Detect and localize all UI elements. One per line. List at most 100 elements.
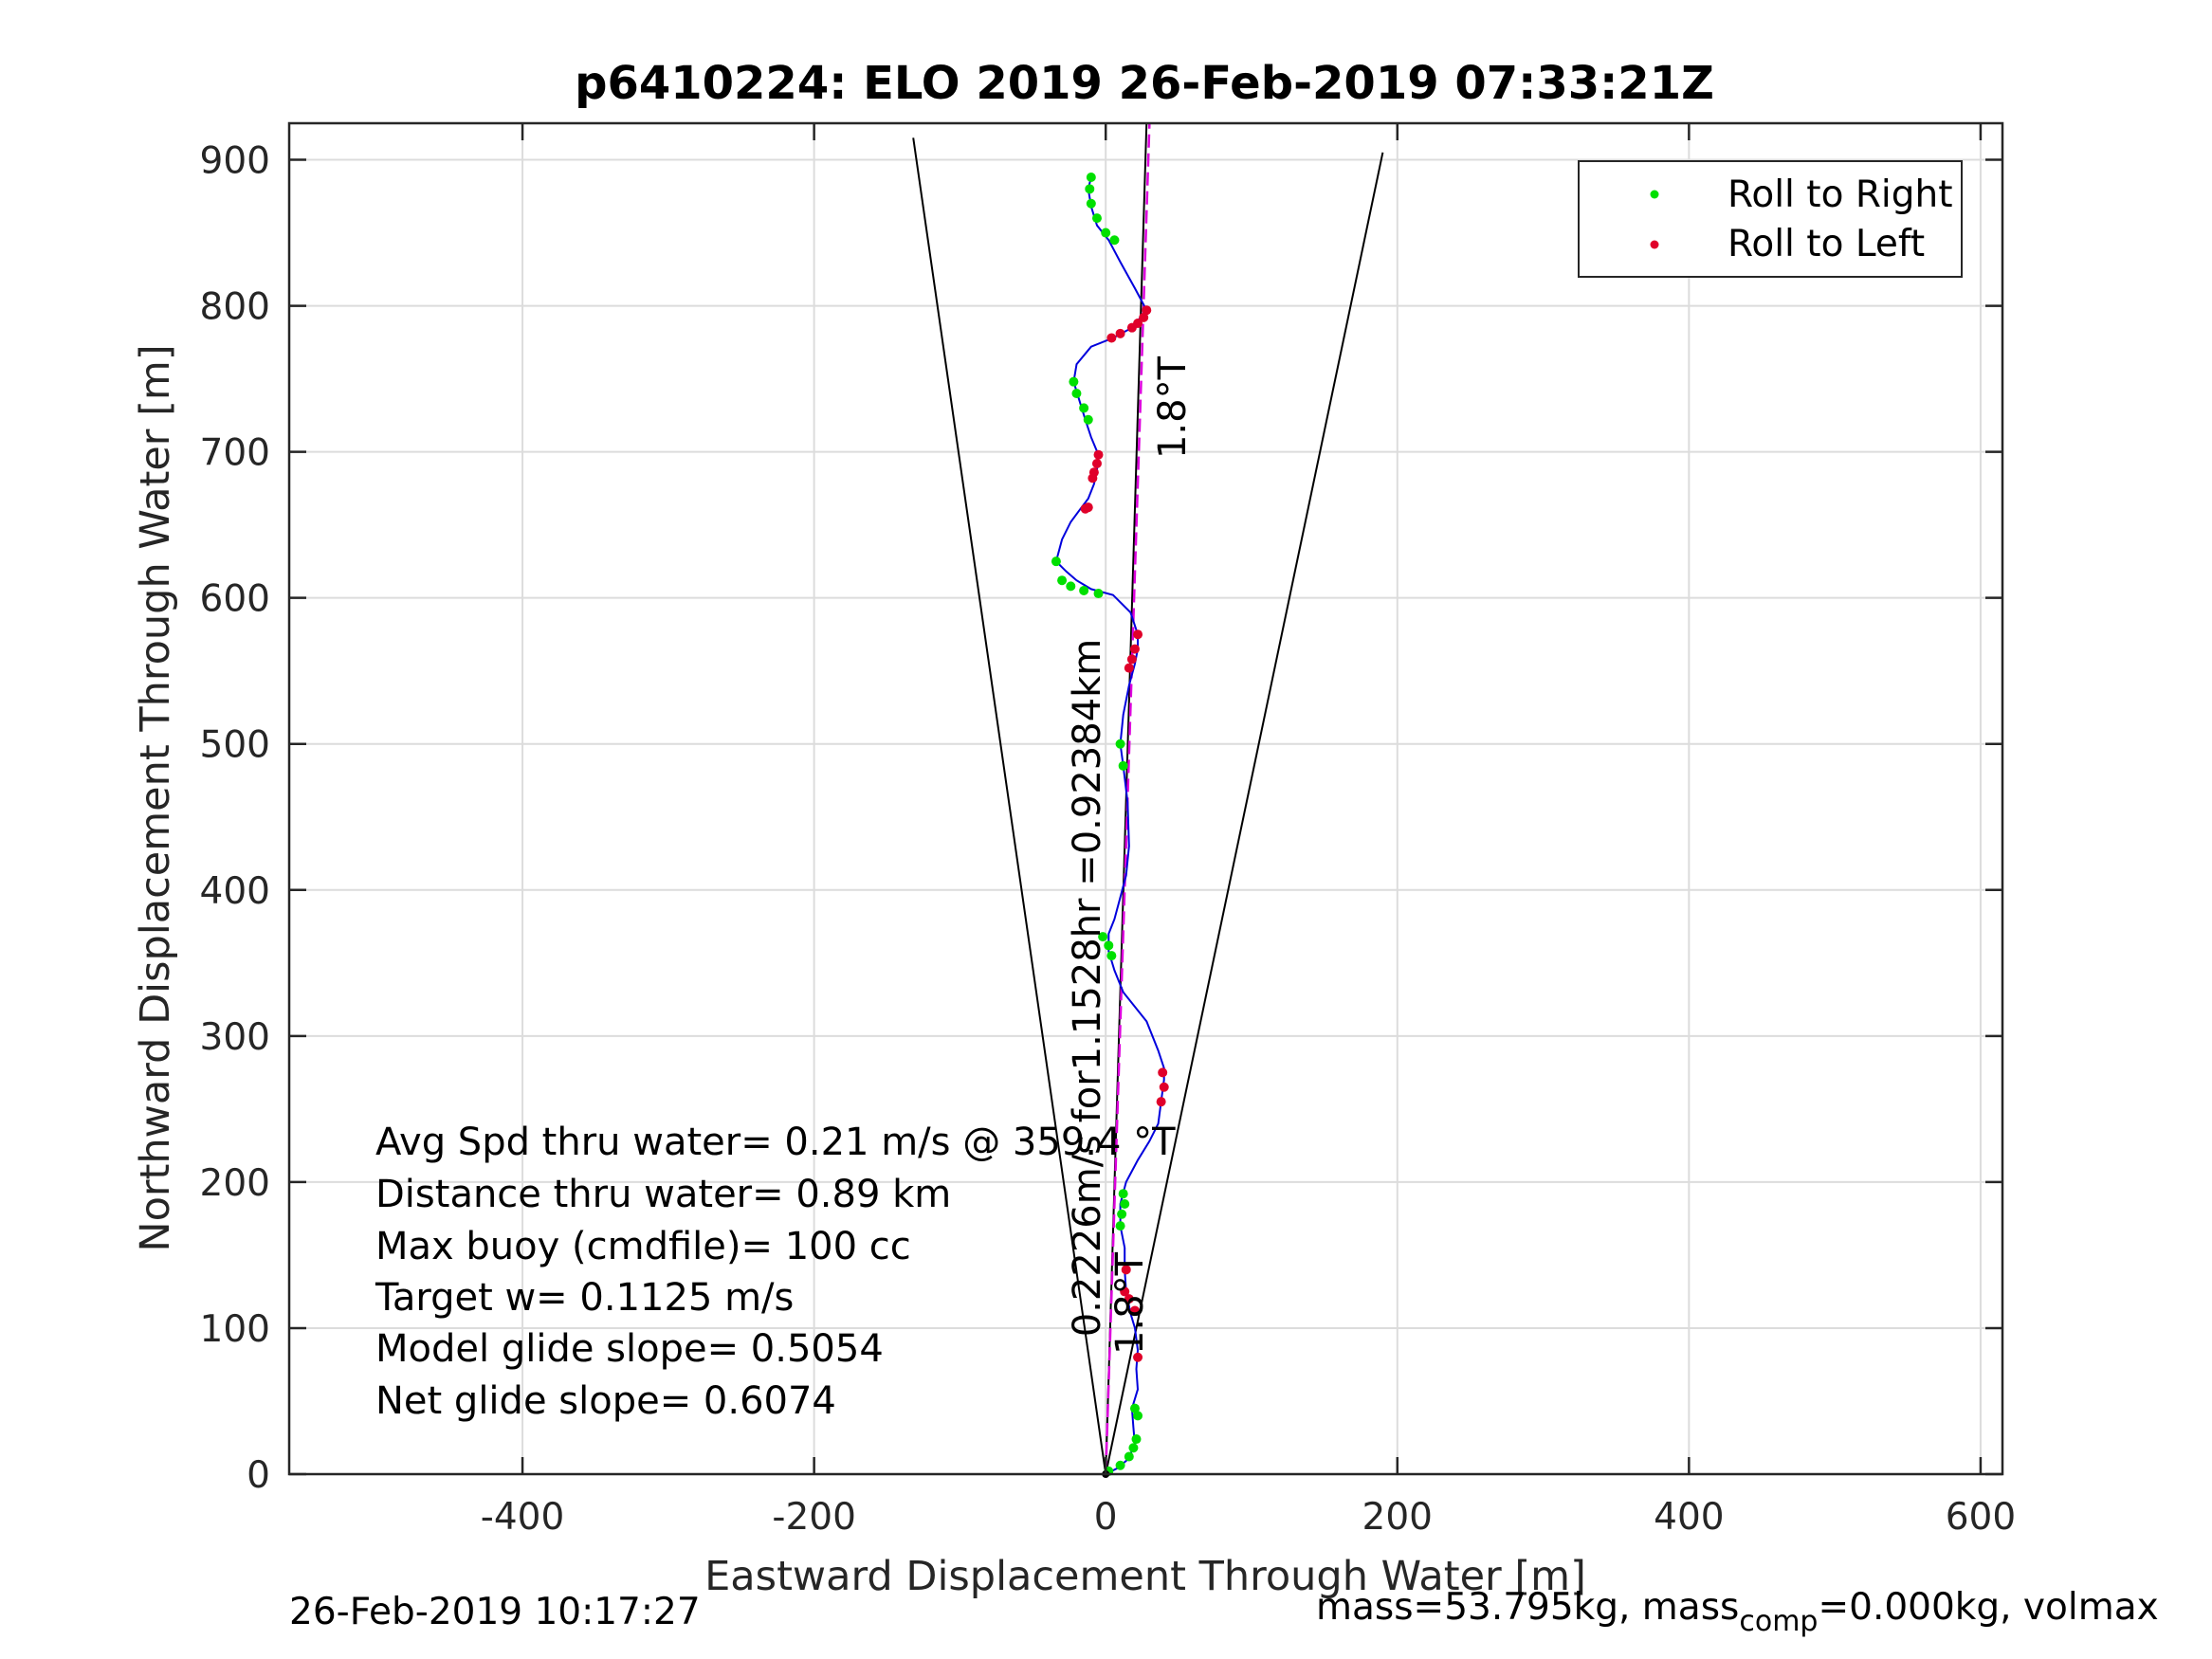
stat-distance: Distance thru water= 0.89 km <box>375 1173 951 1216</box>
y-axis-label: Northward Displacement Through Water [m] <box>132 344 179 1251</box>
roll-right-point <box>1117 1209 1127 1219</box>
roll-right-point <box>1115 1221 1125 1231</box>
roll-right-point <box>1071 389 1082 398</box>
x-tick-label: -200 <box>772 1496 856 1539</box>
heading-cone-layer <box>912 122 1384 1475</box>
roll-right-point <box>1086 198 1096 209</box>
speed-distance-label: 0.2226m/s for1.1528hr =0.92384km <box>1066 639 1109 1337</box>
roll-right-point <box>1129 1403 1140 1413</box>
roll-right-point <box>1098 932 1108 942</box>
net-track-line <box>1105 122 1148 1475</box>
roll-left-point <box>1124 663 1134 673</box>
roll-left-point <box>1120 1286 1130 1297</box>
roll-points-layer <box>1051 173 1169 1478</box>
footer-mass-suffix: =0.000kg, volmax <box>1818 1586 2158 1629</box>
stat-net-glide-slope: Net glide slope= 0.6074 <box>375 1379 836 1423</box>
footer-mass-info: mass=53.795kg, masscomp=0.000kg, volmax <box>1316 1586 2159 1638</box>
y-tick-label: 700 <box>200 432 270 475</box>
stat-target-w: Target w= 0.1125 m/s <box>375 1276 794 1320</box>
roll-right-point <box>1131 1434 1142 1445</box>
roll-left-point <box>1091 458 1102 468</box>
footer-timestamp: 26-Feb-2019 10:17:27 <box>289 1591 701 1633</box>
glider-track-path <box>1054 176 1165 1475</box>
roll-left-point <box>1158 1067 1168 1078</box>
x-tick-label: -400 <box>481 1496 565 1539</box>
legend-label-roll-left: Roll to Left <box>1728 223 1925 265</box>
x-tick-label: 200 <box>1362 1496 1433 1539</box>
roll-right-point <box>1093 589 1104 599</box>
y-tick-label: 900 <box>200 140 270 183</box>
roll-right-point <box>1101 228 1111 238</box>
roll-right-point <box>1115 1460 1125 1470</box>
roll-left-point <box>1142 305 1152 316</box>
roll-right-point <box>1124 1451 1134 1462</box>
roll-left-point <box>1088 473 1098 483</box>
y-tick-label: 0 <box>247 1454 270 1497</box>
stat-avg-speed: Avg Spd thru water= 0.21 m/s @ 359.4 °T <box>375 1121 1176 1164</box>
roll-left-point <box>1093 449 1104 460</box>
y-tick-label: 400 <box>200 870 270 913</box>
roll-left-point <box>1126 654 1137 665</box>
roll-left-point <box>1115 328 1125 338</box>
y-tick-label: 100 <box>200 1308 270 1351</box>
y-tick-label: 200 <box>200 1162 270 1205</box>
roll-right-point <box>1091 213 1102 224</box>
roll-right-point <box>1079 403 1089 413</box>
footer-mass-subscript: comp <box>1739 1605 1818 1638</box>
x-tick-label: 600 <box>1946 1496 2016 1539</box>
roll-right-point <box>1057 575 1068 586</box>
heading-label-lower: 1.8°T <box>1108 1251 1152 1355</box>
roll-right-point <box>1066 581 1076 592</box>
roll-right-point <box>1106 951 1117 961</box>
y-tick-label: 600 <box>200 578 270 621</box>
roll-right-point <box>1086 173 1096 182</box>
roll-left-point <box>1124 1294 1134 1304</box>
legend-marker-roll-right <box>1650 190 1659 199</box>
roll-left-point <box>1129 1305 1140 1316</box>
stat-max-buoy: Max buoy (cmdfile)= 100 cc <box>375 1225 911 1268</box>
x-tick-label: 400 <box>1654 1496 1724 1539</box>
roll-left-point <box>1126 322 1137 333</box>
y-tick-label: 500 <box>200 724 270 767</box>
track-layer <box>1054 176 1165 1475</box>
roll-right-point <box>1079 585 1089 595</box>
roll-right-point <box>1051 556 1061 567</box>
heading-label-upper: 1.8°T <box>1151 356 1195 459</box>
footer-mass-prefix: mass=53.795kg, mass <box>1316 1586 1739 1629</box>
roll-right-point <box>1069 376 1079 387</box>
roll-right-point <box>1128 1443 1139 1453</box>
roll-right-point <box>1120 1199 1130 1209</box>
roll-left-point <box>1133 1352 1143 1362</box>
roll-right-point <box>1109 235 1120 246</box>
plot-area-frame <box>287 121 2004 1476</box>
legend-label-roll-right: Roll to Right <box>1728 173 1953 216</box>
roll-right-point <box>1133 1411 1143 1421</box>
x-axis-label: Eastward Displacement Through Water [m] <box>704 1553 1586 1600</box>
legend-marker-roll-left <box>1650 240 1659 249</box>
tick-layer: -400 -200 0 200 400 600 0 100 200 300 400 500 600 700… <box>200 123 2016 1539</box>
legend-box <box>1578 160 1963 278</box>
roll-right-point <box>1118 760 1128 771</box>
heading-cone-line <box>1105 152 1384 1475</box>
roll-left-point <box>1139 312 1149 322</box>
chart-title: p6410224: ELO 2019 26-Feb-2019 07:33:21Z <box>575 57 1714 110</box>
roll-right-point <box>1104 940 1114 951</box>
roll-left-point <box>1159 1082 1169 1092</box>
roll-right-point <box>1083 414 1093 425</box>
stats-block: Avg Spd thru water= 0.21 m/s @ 359.4 °T … <box>375 1121 1176 1423</box>
y-tick-label: 800 <box>200 286 270 329</box>
heading-cone-line <box>912 137 1107 1475</box>
roll-right-point <box>1115 738 1125 749</box>
legend: Roll to Right Roll to Left <box>1578 160 1963 278</box>
roll-left-point <box>1129 644 1140 654</box>
stat-model-glide-slope: Model glide slope= 0.5054 <box>375 1327 884 1371</box>
roll-left-point <box>1156 1097 1166 1107</box>
roll-right-point <box>1118 1189 1128 1199</box>
roll-left-point <box>1106 333 1117 343</box>
roll-left-point <box>1121 1265 1131 1275</box>
x-tick-label: 0 <box>1094 1496 1118 1539</box>
y-tick-label: 300 <box>200 1016 270 1059</box>
roll-left-point <box>1080 503 1090 514</box>
roll-right-point <box>1085 184 1095 194</box>
